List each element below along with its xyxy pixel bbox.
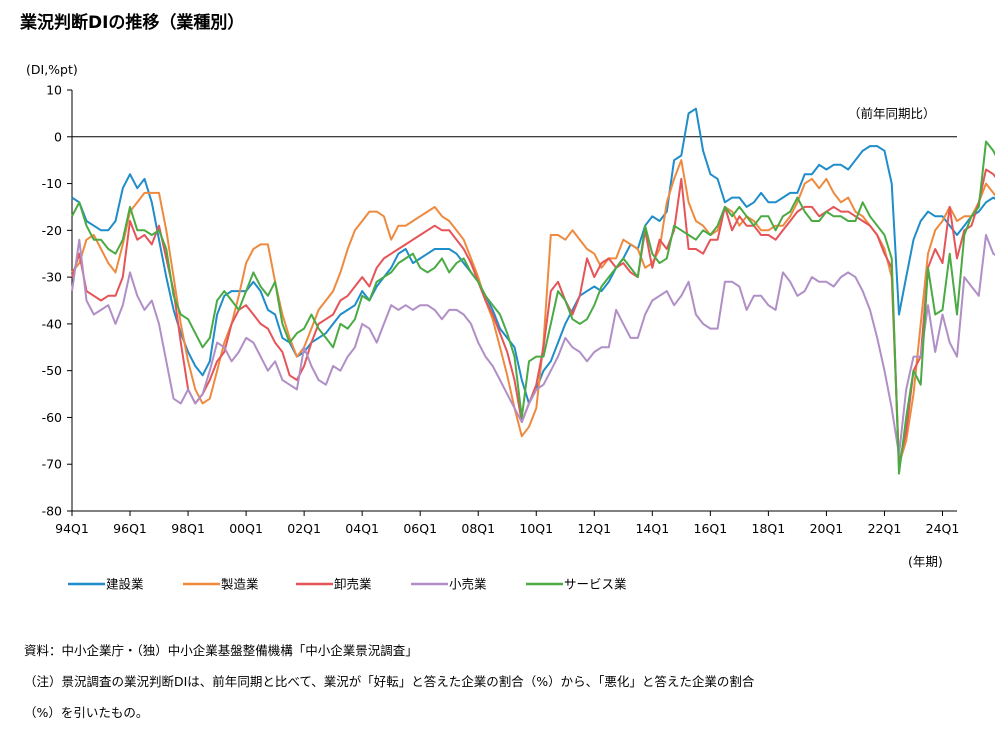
series-line-3 — [71, 168, 995, 466]
legend: 建設業 製造業 卸売業 小売業 サービス業 — [68, 577, 627, 592]
y-tick-label: 10 — [46, 83, 62, 98]
y-tick-label: -10 — [42, 176, 62, 191]
series-lines — [71, 107, 995, 475]
period-annotation: （前年同期比） — [848, 106, 936, 121]
x-tick-label: 20Q1 — [810, 521, 844, 536]
axes: 10 0 -10 -20 -30 -40 -50 -60 -70 -80 94Q1 96Q1 98Q1 0… — [42, 83, 960, 537]
line-chart: (DI,%pt) （前年同期比） (年期) 10 0 -10 -20 -30 -40 -50… — [26, 62, 995, 592]
x-tick-label: 10Q1 — [519, 521, 553, 536]
x-tick-label: 08Q1 — [461, 521, 495, 536]
y-tick-label: -40 — [42, 316, 62, 331]
x-tick-label: 98Q1 — [171, 521, 205, 536]
chart-title: 業況判断DIの推移（業種別） — [20, 13, 245, 33]
y-tick-label: -50 — [42, 363, 62, 378]
x-axis-label: (年期) — [908, 554, 943, 569]
footnote-line-2: （%）を引いたもの。 — [24, 705, 149, 720]
legend-label: 建設業 — [106, 577, 144, 592]
x-tick-label: 02Q1 — [287, 521, 321, 536]
footnote-line-1: （注）景況調査の業況判断DIは、前年同期と比べて、業況が「好転」と答えた企業の割… — [24, 674, 755, 689]
x-tick-label: 96Q1 — [113, 521, 147, 536]
legend-label: 小売業 — [449, 577, 487, 592]
series-line-2 — [71, 159, 995, 466]
x-tick-label: 18Q1 — [752, 521, 786, 536]
x-tick-label: 22Q1 — [868, 521, 902, 536]
x-tick-label: 94Q1 — [55, 521, 89, 536]
x-tick-label: 12Q1 — [577, 521, 611, 536]
y-tick-label: -60 — [42, 410, 62, 425]
y-tick-label: -80 — [42, 504, 62, 519]
x-tick-label: 14Q1 — [635, 521, 669, 536]
y-tick-label: -20 — [42, 223, 62, 238]
source-note: 資料：中小企業庁・（独）中小企業基盤整備機構「中小企業景況調査」 — [24, 643, 418, 658]
legend-label: サービス業 — [564, 577, 627, 592]
y-tick-label: 0 — [54, 129, 62, 144]
series-line-5 — [71, 140, 995, 475]
y-unit-label: (DI,%pt) — [26, 62, 78, 77]
x-tick-label: 00Q1 — [229, 521, 263, 536]
x-tick-label: 24Q1 — [926, 521, 960, 536]
y-tick-label: -30 — [42, 270, 62, 285]
x-tick-label: 06Q1 — [403, 521, 437, 536]
x-tick-label: 04Q1 — [345, 521, 379, 536]
series-line-1 — [71, 107, 995, 405]
series-line-4 — [71, 234, 995, 456]
legend-label: 製造業 — [221, 577, 259, 592]
y-tick-label: -70 — [42, 457, 62, 472]
x-tick-label: 16Q1 — [694, 521, 728, 536]
legend-label: 卸売業 — [334, 577, 372, 592]
